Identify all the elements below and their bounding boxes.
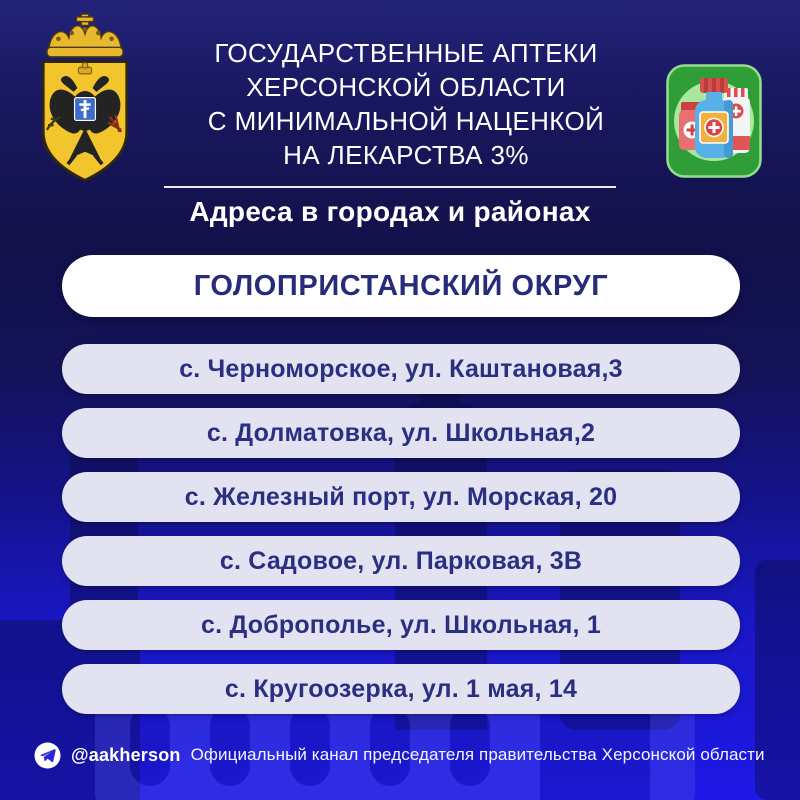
header-divider	[164, 186, 616, 188]
kherson-coat-of-arms-icon	[41, 13, 129, 182]
footer: @aakherson Официальный канал председател…	[34, 740, 794, 770]
address-pill: с. Кругоозерка, ул. 1 мая, 14	[62, 664, 740, 714]
district-title-pill: ГОЛОПРИСТАНСКИЙ ОКРУГ	[62, 255, 740, 317]
address-pill: с. Садовое, ул. Парковая, 3В	[62, 536, 740, 586]
pharmacy-medicines-icon	[666, 64, 762, 178]
title-line-4: НА ЛЕКАРСТВА 3%	[283, 140, 529, 170]
telegram-handle[interactable]: @aakherson	[71, 744, 181, 765]
title-line-2: ХЕРСОНСКОЙ ОБЛАСТИ	[246, 72, 566, 102]
address-text: с. Железный порт, ул. Морская, 20	[184, 482, 618, 511]
telegram-icon	[34, 742, 61, 768]
address-text: с. Черноморское, ул. Каштановая,3	[179, 354, 623, 383]
address-pill: с. Доброполье, ул. Школьная, 1	[62, 600, 740, 650]
address-pill: с. Черноморское, ул. Каштановая,3	[62, 344, 740, 394]
title-line-3: С МИНИМАЛЬНОЙ НАЦЕНКОЙ	[207, 106, 605, 136]
address-pill: с. Железный порт, ул. Морская, 20	[62, 472, 740, 522]
header-subtitle: Адреса в городах и районах	[189, 196, 591, 227]
header-title: ГОСУДАРСТВЕННЫЕ АПТЕКИ ХЕРСОНСКОЙ ОБЛАСТ…	[150, 36, 662, 172]
address-pill: с. Долматовка, ул. Школьная,2	[62, 408, 740, 458]
address-text: с. Долматовка, ул. Школьная,2	[206, 418, 596, 447]
address-text: с. Кругоозерка, ул. 1 мая, 14	[224, 674, 578, 703]
footer-description: Официальный канал председателя правитель…	[190, 745, 765, 764]
address-text: с. Доброполье, ул. Школьная, 1	[201, 610, 601, 639]
address-text: с. Садовое, ул. Парковая, 3В	[219, 546, 583, 575]
district-title: ГОЛОПРИСТАНСКИЙ ОКРУГ	[193, 269, 609, 302]
title-line-1: ГОСУДАРСТВЕННЫЕ АПТЕКИ	[214, 38, 598, 68]
